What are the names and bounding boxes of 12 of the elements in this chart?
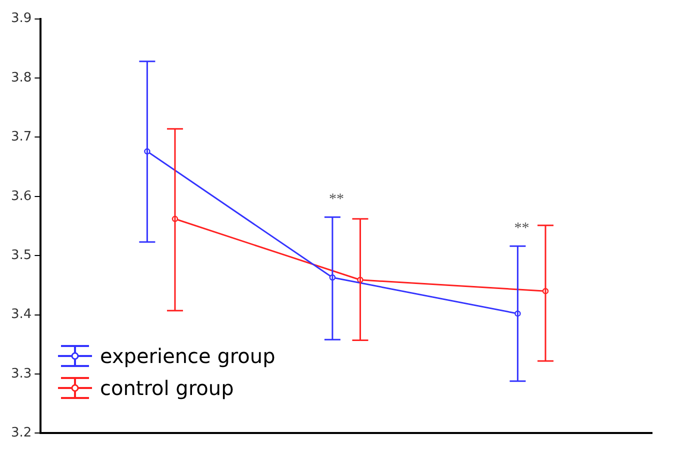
y-tick-label: 3.6 xyxy=(10,188,32,204)
y-tick-label: 3.3 xyxy=(10,366,32,382)
legend-label: control group xyxy=(100,376,234,400)
y-tick-label: 3.8 xyxy=(10,70,32,86)
legend-label: experience group xyxy=(100,344,276,368)
y-tick-label: 3.5 xyxy=(10,248,32,263)
y-tick-label: 3.4 xyxy=(10,307,32,322)
y-tick-label: 3.9 xyxy=(10,11,32,26)
annotation: ** xyxy=(328,192,344,208)
annotation: ** xyxy=(514,220,530,237)
y-tick-label: 3.7 xyxy=(10,130,32,145)
y-tick-label: 3.2 xyxy=(10,426,32,441)
